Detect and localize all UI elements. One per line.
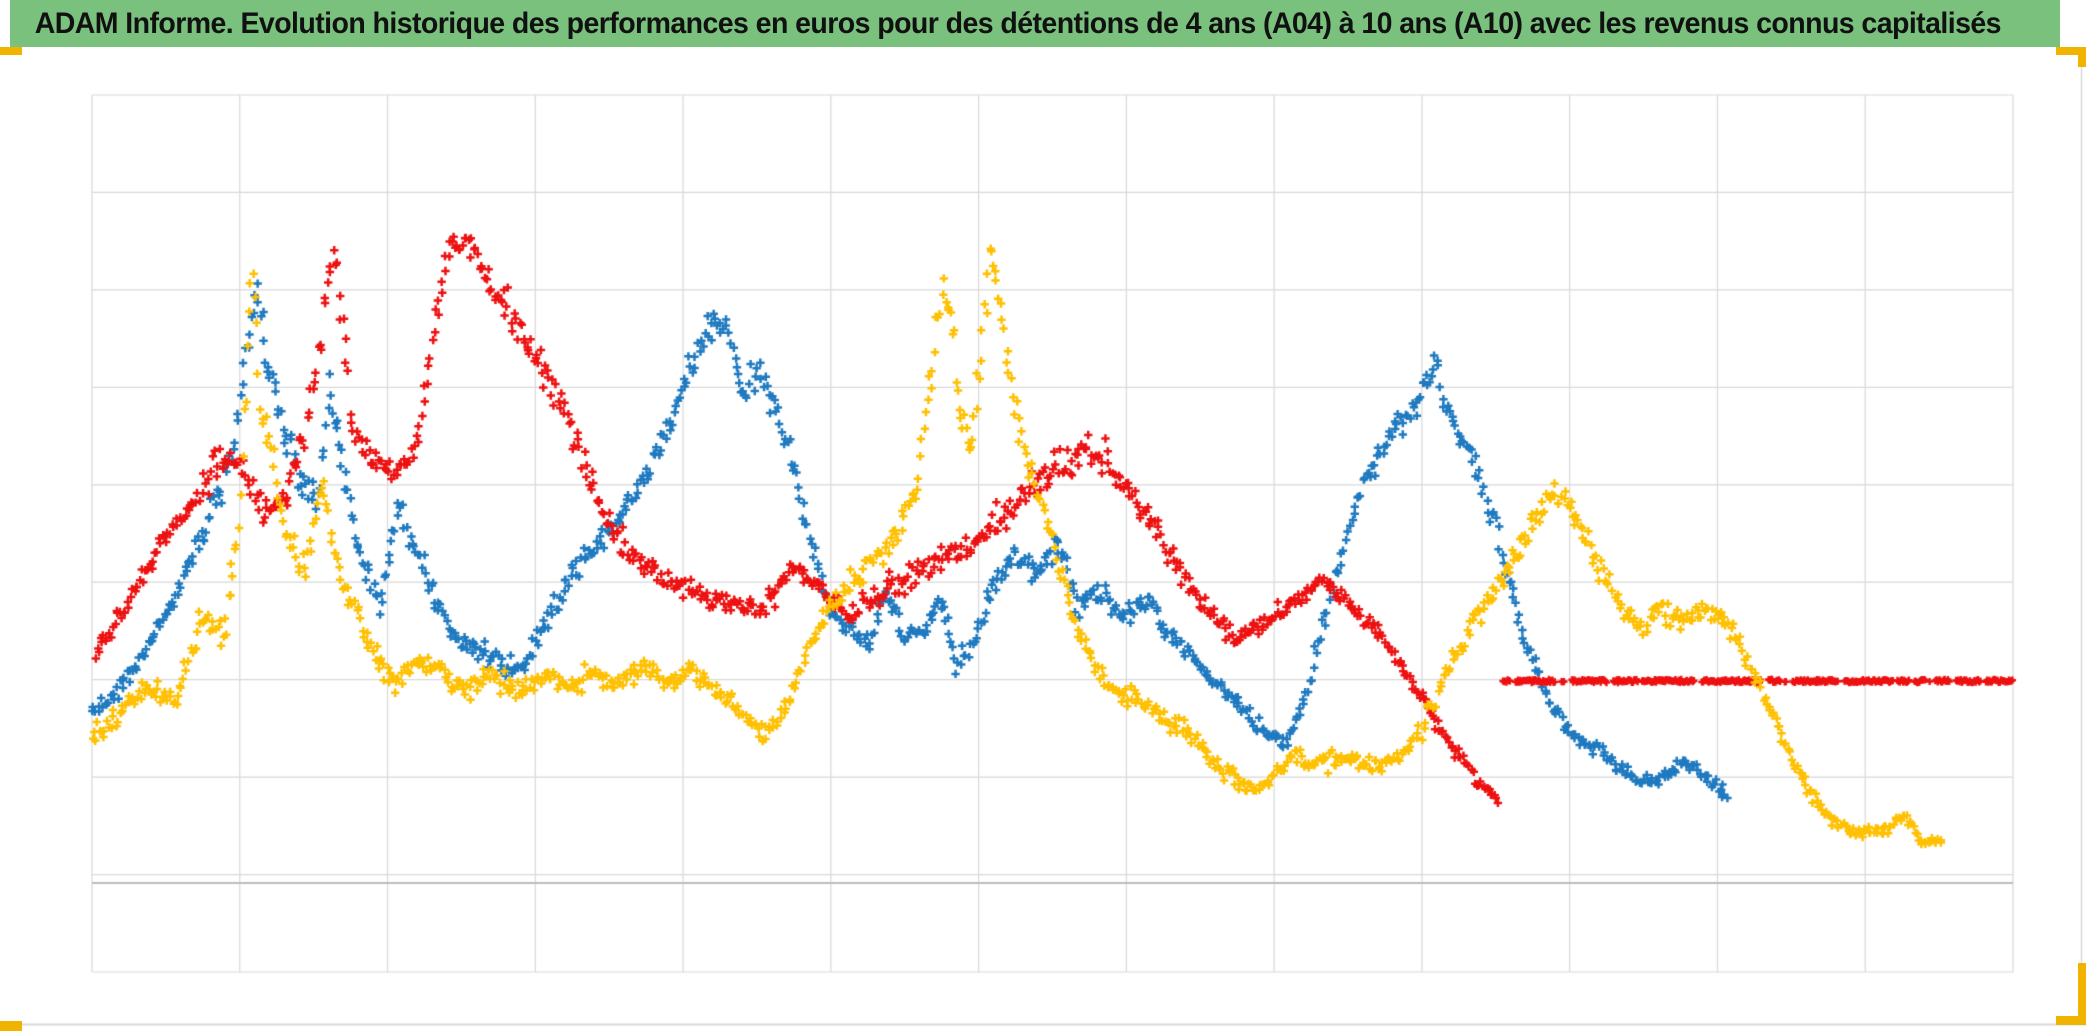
print-area-corner-top-right-mark: [2056, 47, 2086, 55]
print-area-corner-bottom-right-mark: [2056, 1016, 2086, 1025]
chart-title: ADAM Informe. Evolution historique des p…: [34, 6, 2002, 40]
print-area-corner-bottom-right-stub: [2078, 963, 2086, 1025]
chart-title-bar: ADAM Informe. Evolution historique des p…: [10, 0, 2060, 47]
print-area-corner-bottom-left-mark: [0, 1021, 22, 1031]
print-area-corner-top-right-stub: [2078, 47, 2086, 67]
print-area-corner-top-left-mark: [0, 47, 22, 55]
